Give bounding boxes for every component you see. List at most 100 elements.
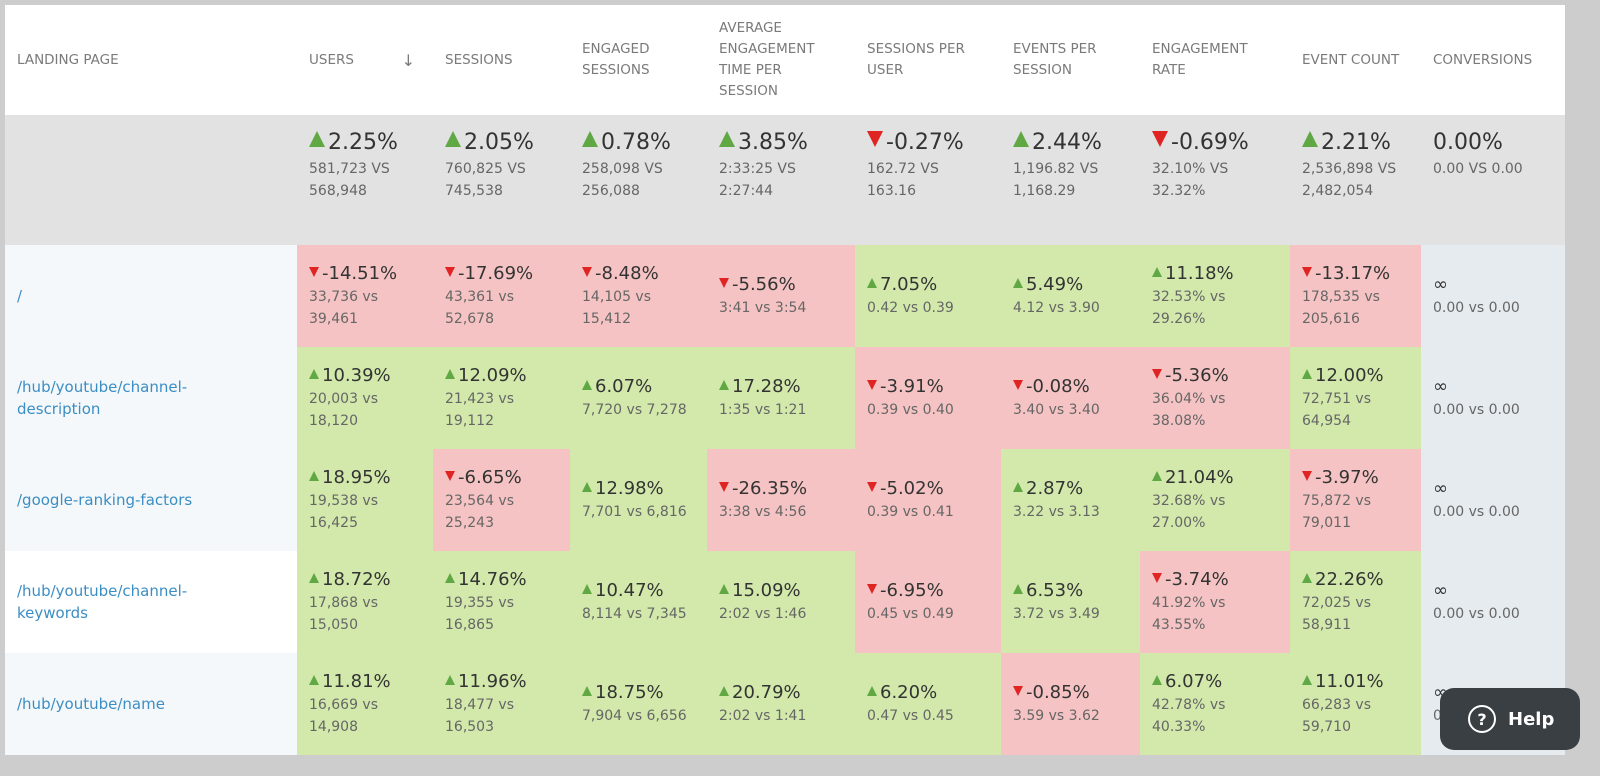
- metric-cell: 18.72% 17,868 vs 15,050: [297, 551, 433, 653]
- column-label: LANDING PAGE: [17, 51, 119, 68]
- metric-cell: -0.85% 3.59 vs 3.62: [1001, 653, 1140, 755]
- change-value: 6.07%: [595, 376, 653, 397]
- metric-cell: 12.98% 7,701 vs 6,816: [570, 449, 707, 551]
- change-line: -6.95%: [867, 579, 989, 603]
- help-button[interactable]: ? Help: [1440, 688, 1580, 750]
- column-header[interactable]: EVENT COUNT: [1290, 5, 1421, 115]
- change-value: 6.07%: [1165, 671, 1223, 692]
- column-header[interactable]: EVENTS PER SESSION: [1001, 5, 1140, 115]
- column-label: ENGAGED SESSIONS: [582, 41, 650, 78]
- totals-cell: 2.21% 2,536,898 VS 2,482,054: [1290, 115, 1421, 245]
- landing-page-link[interactable]: /: [17, 287, 23, 305]
- down-arrow: [582, 267, 592, 277]
- metric-cell: ∞ 0.00 vs 0.00: [1421, 551, 1565, 653]
- column-header[interactable]: SESSIONS PER USER: [855, 5, 1001, 115]
- column-header[interactable]: AVERAGE ENGAGEMENT TIME PER SESSION: [707, 5, 855, 115]
- comparison: 43,361 vs 52,678: [445, 289, 515, 327]
- change-line: -5.36%: [1152, 364, 1278, 388]
- change-line: 5.49%: [1013, 273, 1128, 297]
- change-line: 2.21%: [1302, 128, 1409, 158]
- change-value: 2.87%: [1026, 478, 1084, 499]
- change-value: 2.44%: [1032, 130, 1102, 155]
- landing-page-link[interactable]: /hub/youtube/channel-description: [17, 378, 188, 418]
- change-value: 11.01%: [1315, 671, 1384, 692]
- metric-cell: 11.96% 18,477 vs 16,503: [433, 653, 570, 755]
- metric-cell: ∞ 0.00 vs 0.00: [1421, 347, 1565, 449]
- comparison: 0.00 vs 0.00: [1433, 300, 1520, 316]
- change-value: 14.76%: [458, 569, 527, 590]
- column-header[interactable]: SESSIONS: [433, 5, 570, 115]
- change-value: -13.17%: [1315, 263, 1391, 284]
- change-value: -26.35%: [732, 478, 808, 499]
- landing-page-link[interactable]: /google-ranking-factors: [17, 491, 193, 509]
- change-value: 11.18%: [1165, 263, 1234, 284]
- column-header[interactable]: CONVERSIONS: [1421, 5, 1565, 115]
- up-arrow: [445, 131, 461, 147]
- comparison: 0.00 vs 0.00: [1433, 504, 1520, 520]
- down-arrow: [1152, 369, 1162, 379]
- change-line: -0.08%: [1013, 375, 1128, 399]
- metric-cell: 14.76% 19,355 vs 16,865: [433, 551, 570, 653]
- change-value: 21.04%: [1165, 467, 1234, 488]
- change-line: 0.00%: [1433, 128, 1553, 158]
- comparison: 16,669 vs 14,908: [309, 697, 379, 735]
- change-line: 20.79%: [719, 681, 843, 705]
- change-line: 10.47%: [582, 579, 695, 603]
- up-arrow: [1302, 573, 1312, 583]
- metric-cell: 21.04% 32.68% vs 27.00%: [1140, 449, 1290, 551]
- change-value: 10.47%: [595, 580, 664, 601]
- column-label: USERS: [309, 51, 354, 68]
- totals-cell: 2.05% 760,825 VS 745,538: [433, 115, 570, 245]
- metric-cell: -5.36% 36.04% vs 38.08%: [1140, 347, 1290, 449]
- down-arrow: [867, 380, 877, 390]
- totals-cell: 0.78% 258,098 VS 256,088: [570, 115, 707, 245]
- metric-cell: 7.05% 0.42 vs 0.39: [855, 245, 1001, 347]
- change-line: 11.81%: [309, 670, 421, 694]
- metric-cell: 20.79% 2:02 vs 1:41: [707, 653, 855, 755]
- metric-cell: 2.87% 3.22 vs 3.13: [1001, 449, 1140, 551]
- change-value: ∞: [1433, 376, 1448, 397]
- change-line: 18.95%: [309, 466, 421, 490]
- down-arrow: [1302, 267, 1312, 277]
- up-arrow: [719, 584, 729, 594]
- metric-cell: -0.08% 3.40 vs 3.40: [1001, 347, 1140, 449]
- change-value: 7.05%: [880, 274, 938, 295]
- totals-label-cell: [5, 115, 297, 245]
- down-arrow: [309, 267, 319, 277]
- up-arrow: [867, 686, 877, 696]
- change-line: 12.09%: [445, 364, 558, 388]
- metric-cell: 6.20% 0.47 vs 0.45: [855, 653, 1001, 755]
- up-arrow: [1013, 131, 1029, 147]
- comparison: 2:02 vs 1:41: [719, 708, 807, 724]
- metric-cell: -14.51% 33,736 vs 39,461: [297, 245, 433, 347]
- column-header[interactable]: ENGAGED SESSIONS: [570, 5, 707, 115]
- metric-cell: -6.95% 0.45 vs 0.49: [855, 551, 1001, 653]
- comparison: 2:02 vs 1:46: [719, 606, 807, 622]
- comparison: 23,564 vs 25,243: [445, 493, 515, 531]
- change-value: 11.96%: [458, 671, 527, 692]
- metric-cell: 12.09% 21,423 vs 19,112: [433, 347, 570, 449]
- landing-page-link[interactable]: /hub/youtube/channel-keywords: [17, 582, 188, 622]
- column-header[interactable]: ENGAGEMENT RATE: [1140, 5, 1290, 115]
- up-arrow: [309, 131, 325, 147]
- metric-cell: -26.35% 3:38 vs 4:56: [707, 449, 855, 551]
- up-arrow: [445, 573, 455, 583]
- up-arrow: [309, 471, 319, 481]
- change-line: 18.72%: [309, 568, 421, 592]
- comparison: 0.00 vs 0.00: [1433, 606, 1520, 622]
- column-label: AVERAGE ENGAGEMENT TIME PER SESSION: [719, 20, 815, 99]
- metric-cell: 6.53% 3.72 vs 3.49: [1001, 551, 1140, 653]
- change-line: ∞: [1433, 273, 1553, 297]
- landing-page-link[interactable]: /hub/youtube/name: [17, 695, 165, 713]
- comparison: 32.53% vs 29.26%: [1152, 289, 1226, 327]
- change-line: 11.18%: [1152, 262, 1278, 286]
- change-line: -5.02%: [867, 477, 989, 501]
- change-value: -14.51%: [322, 263, 398, 284]
- change-value: -5.56%: [732, 274, 796, 295]
- metric-cell: -17.69% 43,361 vs 52,678: [433, 245, 570, 347]
- down-arrow: [1152, 131, 1168, 147]
- change-line: -6.65%: [445, 466, 558, 490]
- column-header[interactable]: USERS ↓: [297, 5, 433, 115]
- change-line: 12.00%: [1302, 364, 1409, 388]
- comparison: 3.59 vs 3.62: [1013, 708, 1100, 724]
